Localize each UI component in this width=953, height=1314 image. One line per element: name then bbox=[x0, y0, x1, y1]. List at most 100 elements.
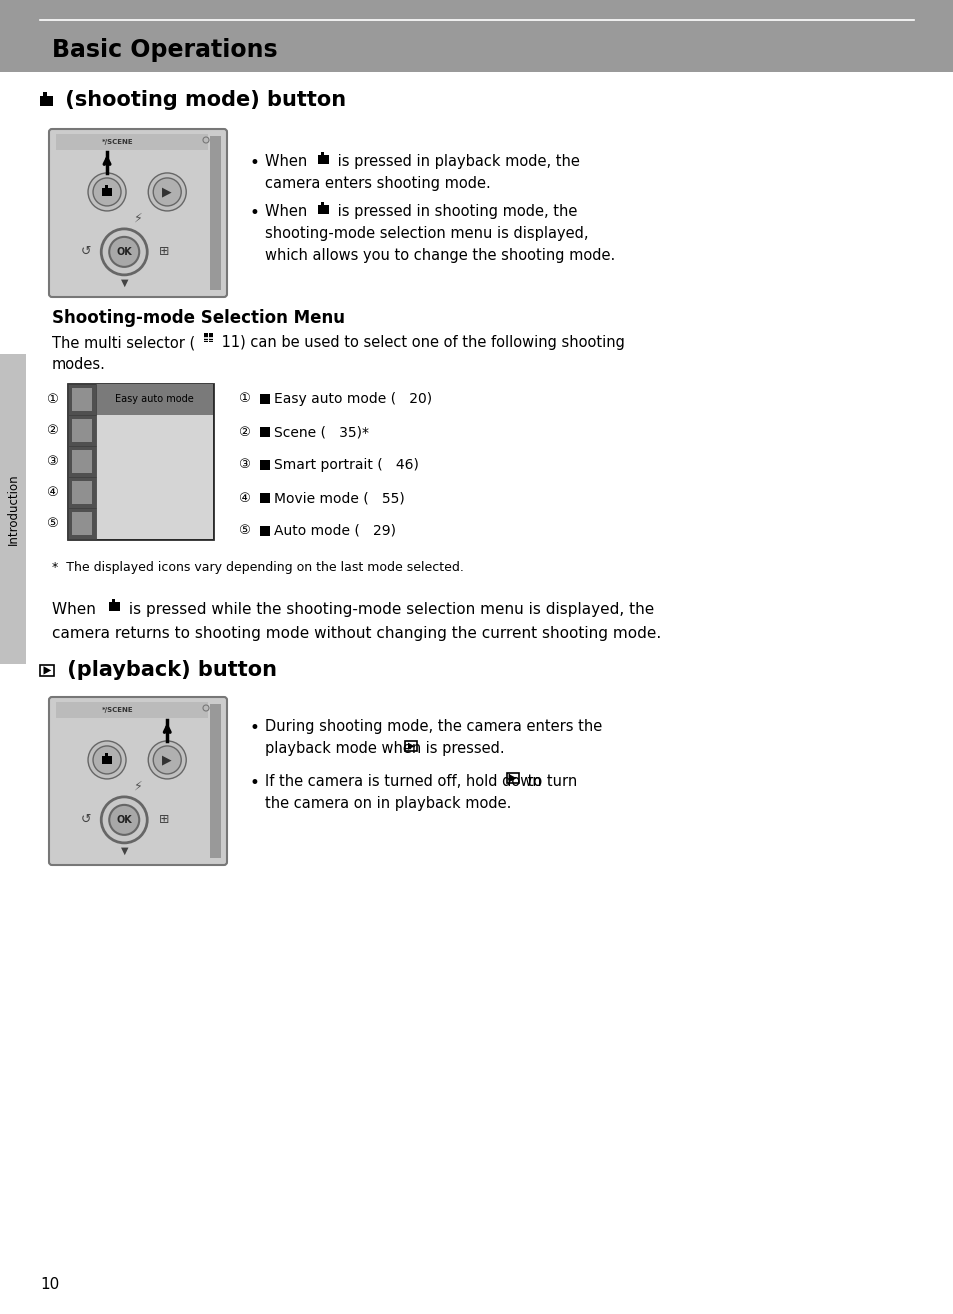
Circle shape bbox=[148, 173, 186, 212]
Text: ⚡: ⚡ bbox=[133, 212, 142, 225]
Circle shape bbox=[153, 746, 181, 774]
Text: OK: OK bbox=[116, 247, 132, 256]
Text: is pressed in shooting mode, the: is pressed in shooting mode, the bbox=[333, 204, 577, 219]
Bar bbox=[405, 741, 416, 752]
Text: Easy auto mode (   20): Easy auto mode ( 20) bbox=[274, 392, 432, 406]
Bar bbox=[0, 0, 953, 72]
Text: •: • bbox=[250, 774, 259, 792]
Circle shape bbox=[101, 796, 147, 842]
Text: Smart portrait (   46): Smart portrait ( 46) bbox=[274, 459, 418, 472]
Text: ③: ③ bbox=[237, 459, 250, 472]
Circle shape bbox=[88, 173, 126, 212]
Text: 10: 10 bbox=[40, 1277, 59, 1292]
Text: is pressed.: is pressed. bbox=[420, 741, 504, 756]
Bar bbox=[71, 388, 91, 411]
Bar bbox=[210, 137, 221, 290]
Bar bbox=[260, 394, 270, 403]
Circle shape bbox=[203, 706, 209, 711]
Bar bbox=[105, 185, 108, 188]
Text: ②: ② bbox=[237, 426, 250, 439]
Text: During shooting mode, the camera enters the: During shooting mode, the camera enters … bbox=[265, 719, 601, 735]
Text: ⊞: ⊞ bbox=[158, 813, 169, 827]
Text: playback mode when: playback mode when bbox=[265, 741, 425, 756]
Text: */SCENE: */SCENE bbox=[101, 139, 133, 145]
Circle shape bbox=[88, 741, 126, 779]
Polygon shape bbox=[510, 774, 517, 782]
Text: ⑤: ⑤ bbox=[46, 516, 58, 530]
Text: (playback) button: (playback) button bbox=[60, 660, 276, 681]
Text: ▶: ▶ bbox=[162, 753, 172, 766]
Bar bbox=[43, 92, 47, 96]
Text: is pressed while the shooting-mode selection menu is displayed, the: is pressed while the shooting-mode selec… bbox=[124, 602, 654, 618]
Text: ④: ④ bbox=[46, 486, 58, 499]
Text: Auto mode (   29): Auto mode ( 29) bbox=[274, 524, 395, 537]
Bar bbox=[260, 427, 270, 438]
FancyBboxPatch shape bbox=[49, 696, 227, 865]
Polygon shape bbox=[44, 666, 51, 674]
Bar bbox=[102, 188, 112, 196]
Circle shape bbox=[203, 137, 209, 143]
Bar bbox=[112, 599, 115, 602]
Bar bbox=[56, 134, 208, 150]
Text: camera returns to shooting mode without changing the current shooting mode.: camera returns to shooting mode without … bbox=[52, 625, 660, 641]
Bar bbox=[71, 512, 91, 535]
Bar bbox=[102, 756, 112, 763]
Bar bbox=[260, 493, 270, 503]
Text: Scene (   35)*: Scene ( 35)* bbox=[274, 424, 369, 439]
Text: is pressed in playback mode, the: is pressed in playback mode, the bbox=[333, 154, 579, 170]
Text: (shooting mode) button: (shooting mode) button bbox=[58, 89, 346, 110]
Bar bbox=[68, 477, 96, 509]
Bar bbox=[71, 419, 91, 442]
Text: OK: OK bbox=[116, 815, 132, 825]
Circle shape bbox=[153, 177, 181, 206]
Text: If the camera is turned off, hold down: If the camera is turned off, hold down bbox=[265, 774, 546, 788]
Circle shape bbox=[93, 746, 121, 774]
Text: shooting-mode selection menu is displayed,: shooting-mode selection menu is displaye… bbox=[265, 226, 588, 240]
Bar bbox=[96, 384, 213, 415]
Circle shape bbox=[101, 229, 147, 275]
Text: •: • bbox=[250, 154, 259, 172]
Polygon shape bbox=[408, 742, 415, 750]
Bar bbox=[68, 384, 213, 539]
Bar bbox=[210, 704, 221, 858]
Text: When: When bbox=[265, 154, 312, 170]
Text: to turn: to turn bbox=[522, 774, 577, 788]
Text: ↺: ↺ bbox=[81, 813, 91, 827]
Circle shape bbox=[93, 177, 121, 206]
Bar bbox=[68, 415, 96, 445]
Text: When: When bbox=[265, 204, 312, 219]
Text: Introduction: Introduction bbox=[7, 473, 19, 545]
Bar bbox=[71, 449, 91, 473]
Text: ⑤: ⑤ bbox=[237, 524, 250, 537]
Bar bbox=[0, 353, 26, 664]
Text: Shooting-mode Selection Menu: Shooting-mode Selection Menu bbox=[52, 309, 345, 327]
Circle shape bbox=[110, 237, 139, 267]
Text: ▼: ▼ bbox=[120, 846, 128, 855]
Bar bbox=[96, 384, 213, 539]
Text: ①: ① bbox=[46, 393, 58, 406]
Bar bbox=[56, 702, 208, 717]
Bar bbox=[40, 96, 53, 106]
Text: *  The displayed icons vary depending on the last mode selected.: * The displayed icons vary depending on … bbox=[52, 561, 463, 574]
Text: ▶: ▶ bbox=[162, 185, 172, 198]
FancyBboxPatch shape bbox=[49, 129, 227, 297]
Bar bbox=[506, 774, 518, 783]
Text: ①: ① bbox=[237, 393, 250, 406]
Bar bbox=[317, 155, 329, 164]
Bar bbox=[68, 509, 96, 539]
Text: ⊞: ⊞ bbox=[158, 246, 169, 259]
Text: ②: ② bbox=[46, 424, 58, 438]
Bar bbox=[260, 526, 270, 536]
Bar bbox=[204, 332, 208, 342]
Bar bbox=[109, 602, 120, 611]
Text: ⚡: ⚡ bbox=[133, 779, 142, 792]
Bar bbox=[260, 460, 270, 470]
Text: ④: ④ bbox=[237, 491, 250, 505]
Text: Basic Operations: Basic Operations bbox=[52, 38, 277, 62]
Bar bbox=[40, 665, 54, 675]
Text: The multi selector (: The multi selector ( bbox=[52, 335, 195, 350]
Text: Easy auto mode: Easy auto mode bbox=[115, 394, 193, 405]
Bar bbox=[320, 202, 324, 205]
Text: */SCENE: */SCENE bbox=[101, 707, 133, 714]
Text: When: When bbox=[52, 602, 101, 618]
